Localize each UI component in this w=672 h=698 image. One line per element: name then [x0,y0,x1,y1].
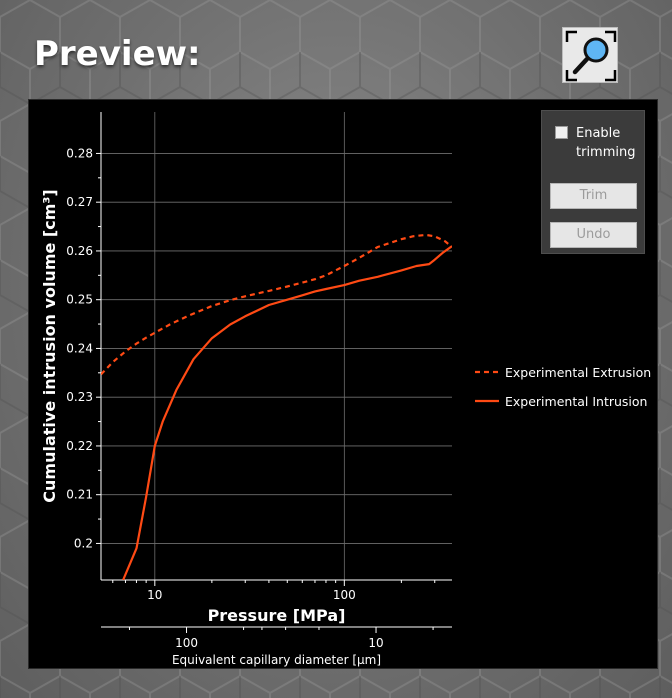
y-tick-label: 0.24 [66,341,93,355]
magnifier-fit-icon [565,30,617,82]
y-tick-label: 0.22 [66,439,93,453]
undo-button[interactable]: Undo [550,222,637,248]
series-line-intrusion [122,245,452,580]
intrusion-chart[interactable]: 0.2 0.21 0.22 0.23 0.24 0.25 0.26 0.27 0.28 10 100… [29,100,657,668]
y-tick-label: 0.27 [66,195,93,209]
x-tick-label: 100 [333,588,356,602]
x-axis-title: Pressure [MPa] [208,606,346,625]
y-tick-label: 0.2 [74,536,93,550]
page-title: Preview: [34,34,201,74]
y-tick-label: 0.28 [66,146,93,160]
y-tick-label: 0.25 [66,293,93,307]
legend-label: Experimental Intrusion [505,394,647,409]
trim-controls: Enable trimming Trim Undo [541,110,645,254]
secondary-tick-label: 100 [175,636,198,650]
trim-button[interactable]: Trim [550,183,637,209]
y-tick-label: 0.23 [66,390,93,404]
y-tick-label: 0.26 [66,244,93,258]
secondary-axis-title: Equivalent capillary diameter [µm] [172,653,381,667]
secondary-tick-label: 10 [368,636,383,650]
x-tick-label: 10 [147,588,162,602]
y-axis-title: Cumulative intrusion volume [cm³] [40,189,59,502]
legend-label: Experimental Extrusion [505,365,651,380]
enable-trimming-checkbox[interactable] [555,126,568,139]
y-tick-label: 0.21 [66,488,93,502]
chart-panel: 0.2 0.21 0.22 0.23 0.24 0.25 0.26 0.27 0.28 10 100… [28,99,658,669]
series-line-extrusion [101,233,452,376]
zoom-fit-button[interactable] [562,27,618,83]
enable-trimming-label[interactable]: Enable trimming [576,126,636,160]
enable-trimming-row[interactable]: Enable trimming [555,124,638,162]
